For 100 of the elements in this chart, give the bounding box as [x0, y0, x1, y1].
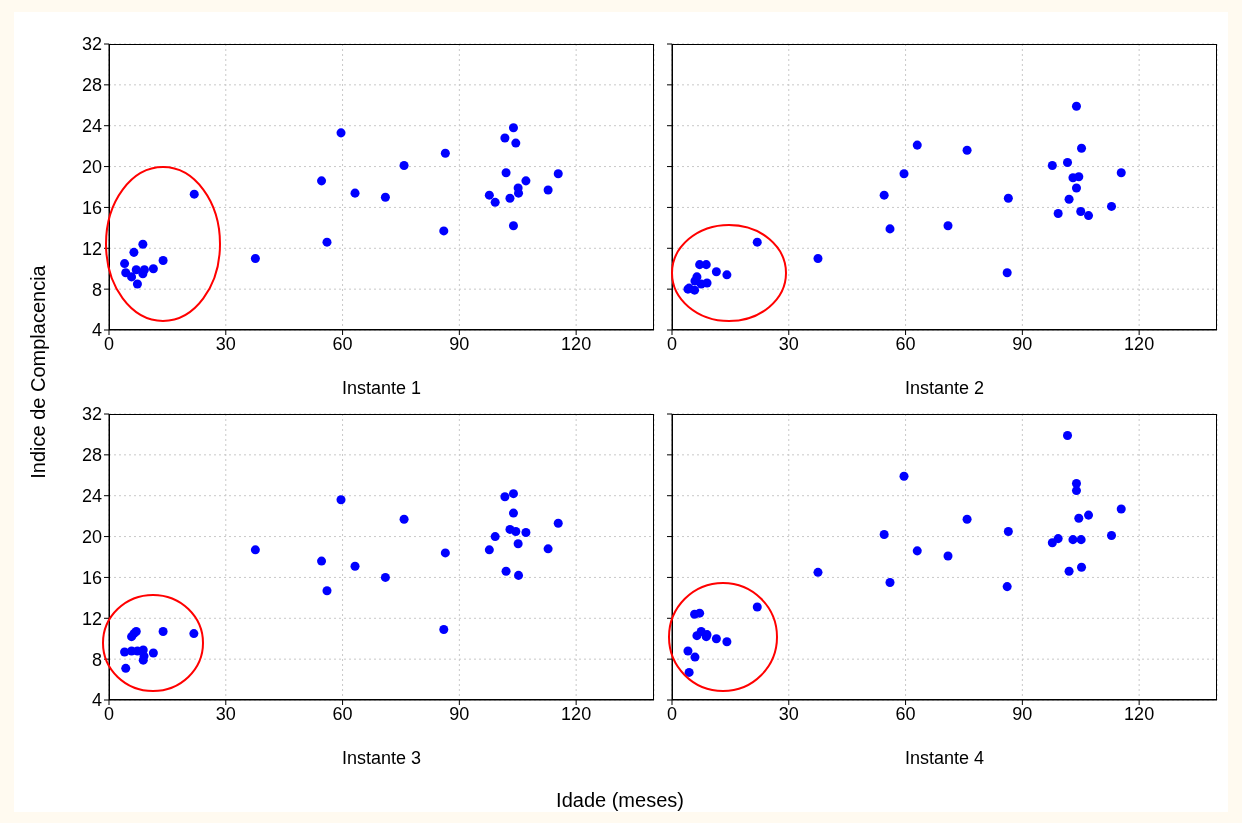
y-tick-label: 24	[81, 116, 102, 137]
x-axis-title: Instante 3	[341, 748, 422, 768]
x-tick-label: 30	[778, 333, 799, 354]
point	[1063, 430, 1073, 440]
point	[1063, 157, 1073, 167]
point	[543, 544, 553, 554]
point	[1064, 194, 1074, 204]
point	[1071, 486, 1081, 496]
point	[885, 578, 895, 588]
x-tick-label: 120	[561, 703, 592, 724]
point	[1076, 535, 1086, 545]
x-tick-label: 60	[895, 703, 916, 724]
y-tick-label: 8	[91, 649, 102, 670]
point	[813, 567, 823, 577]
y-tick-label: 32	[81, 34, 102, 55]
point	[508, 123, 518, 133]
point	[158, 627, 168, 637]
point	[350, 188, 360, 198]
x-tick-label: 90	[1012, 333, 1033, 354]
point	[399, 161, 409, 171]
x-axis-title: Instante 4	[904, 748, 985, 768]
point	[508, 489, 518, 499]
point	[508, 508, 518, 518]
point	[1116, 504, 1126, 514]
point	[1071, 183, 1081, 193]
point	[1003, 193, 1013, 203]
point	[508, 221, 518, 231]
point	[1076, 207, 1086, 217]
y-tick-label: 12	[81, 608, 102, 629]
point	[380, 192, 390, 202]
point	[380, 572, 390, 582]
point	[1106, 201, 1117, 211]
point	[127, 272, 137, 282]
point	[511, 526, 521, 536]
point	[711, 267, 721, 277]
point	[943, 221, 953, 231]
point	[695, 608, 705, 618]
point	[148, 264, 158, 274]
y-tick-label: 8	[91, 279, 102, 300]
y-tick-label: 24	[81, 486, 102, 507]
y-axis-title: Indice de Complacencia	[26, 265, 50, 479]
point	[912, 546, 922, 556]
point	[317, 176, 327, 186]
point	[511, 138, 521, 148]
x-tick-label: 90	[449, 333, 470, 354]
point	[440, 148, 450, 158]
point	[138, 239, 148, 249]
point	[505, 193, 515, 203]
point	[879, 530, 889, 540]
point	[1106, 531, 1117, 541]
point	[1068, 535, 1078, 545]
point	[1077, 562, 1087, 572]
point	[336, 495, 346, 505]
point	[158, 256, 168, 266]
point	[701, 260, 711, 270]
point	[120, 259, 130, 269]
x-tick-label: 60	[332, 333, 353, 354]
text: Idade (meses)	[556, 788, 684, 812]
y-tick-label: 20	[81, 526, 102, 547]
point	[1077, 143, 1087, 153]
point	[484, 190, 494, 200]
point	[813, 253, 823, 264]
point	[702, 278, 712, 288]
point	[1071, 101, 1081, 111]
point	[1053, 209, 1063, 219]
point	[683, 646, 693, 656]
point	[1047, 161, 1057, 171]
point	[943, 551, 953, 561]
point	[501, 566, 511, 576]
point	[1002, 582, 1012, 592]
point	[440, 548, 450, 558]
y-tick-label: 28	[81, 445, 102, 466]
x-tick-label: 120	[561, 333, 592, 354]
x-tick-label: 30	[215, 333, 236, 354]
x-tick-label: 90	[449, 703, 470, 724]
point	[1084, 211, 1094, 221]
point	[490, 532, 500, 542]
point	[250, 545, 260, 555]
point	[317, 556, 327, 566]
point	[752, 237, 762, 247]
point	[322, 586, 332, 596]
x-tick-label: 0	[103, 333, 115, 354]
point	[500, 133, 510, 143]
point	[1002, 268, 1012, 278]
y-tick-label: 16	[81, 197, 102, 218]
point	[322, 237, 332, 247]
point	[899, 169, 909, 179]
point	[513, 539, 523, 549]
point	[490, 197, 500, 207]
point	[899, 471, 909, 481]
x-tick-label: 0	[103, 703, 115, 724]
y-tick-label: 28	[81, 75, 102, 96]
point	[121, 663, 131, 673]
y-tick-label: 4	[91, 690, 102, 711]
point	[711, 634, 721, 644]
point	[690, 652, 700, 662]
point	[684, 667, 694, 677]
point	[543, 185, 553, 195]
point	[514, 570, 524, 580]
point	[1047, 538, 1057, 548]
